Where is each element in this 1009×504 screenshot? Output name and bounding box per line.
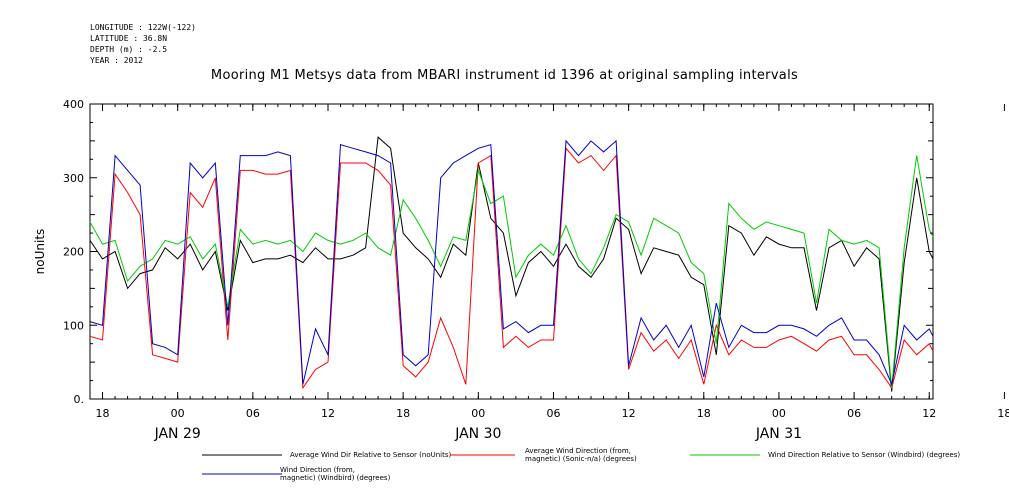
x-tick-label: 00: [171, 407, 185, 420]
x-day-label: JAN 31: [755, 426, 802, 442]
year-text: YEAR : 2012: [90, 56, 143, 65]
x-tick-label: 12: [622, 407, 636, 420]
y-tick-label: 400: [63, 98, 84, 111]
x-tick-label: 00: [772, 407, 786, 420]
x-tick-label: 18: [396, 407, 410, 420]
x-tick-label: 12: [321, 407, 335, 420]
y-tick-label: 300: [63, 172, 84, 185]
legend-label-2: Average Wind Direction (from,: [525, 447, 631, 455]
metadata-block: LONGITUDE : 122W(-122) LATITUDE : 36.8N …: [90, 22, 196, 66]
x-tick-label: 18: [96, 407, 110, 420]
legend-label-3: Wind Direction Relative to Sensor (Windb…: [768, 451, 960, 459]
legend-label-1: Average Wind Dir Relative to Sensor (noU…: [290, 451, 451, 459]
y-tick-label: 0.: [74, 393, 85, 406]
legend-label-4: magnetic) (Windbird) (degrees): [280, 474, 391, 482]
x-tick-label: 06: [246, 407, 260, 420]
x-day-label: JAN 30: [454, 426, 501, 442]
x-tick-label: 06: [847, 407, 861, 420]
legend-label-4: Wind Direction (from,: [280, 466, 355, 474]
y-axis-label: noUnits: [33, 229, 47, 275]
x-tick-label: 06: [546, 407, 560, 420]
x-tick-label: 12: [922, 407, 936, 420]
y-tick-label: 100: [63, 319, 84, 332]
legend-label-2: magnetic) (Sonic-n/a) (degrees): [525, 455, 637, 463]
x-tick-label: 18: [997, 407, 1009, 420]
y-tick-label: 200: [63, 246, 84, 259]
longitude-text: LONGITUDE : 122W(-122): [90, 23, 196, 32]
series-line-3: [89, 155, 934, 388]
series-line-4: [89, 139, 934, 386]
x-day-label: JAN 29: [154, 426, 201, 442]
chart-title: Mooring M1 Metsys data from MBARI instru…: [210, 68, 799, 83]
depth-text: DEPTH (m) : -2.5: [90, 45, 168, 54]
x-tick-label: 18: [697, 407, 711, 420]
latitude-text: LATITUDE : 36.8N: [90, 34, 168, 43]
x-tick-label: 00: [471, 407, 485, 420]
